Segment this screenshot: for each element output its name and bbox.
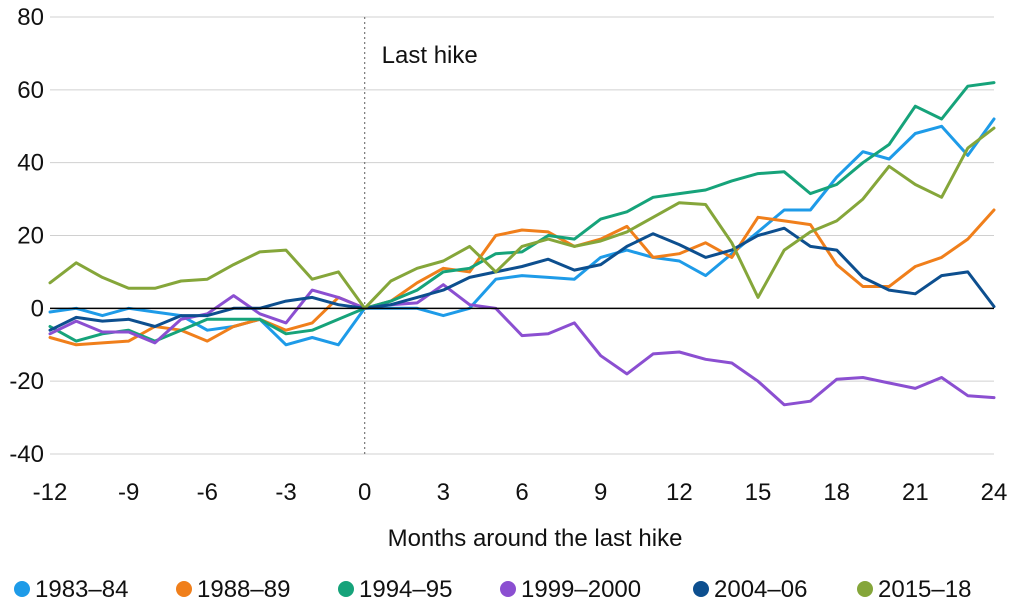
y-tick-label: 40 (17, 150, 44, 177)
x-tick-label: -9 (118, 479, 139, 506)
grid-lines (50, 16, 994, 455)
x-tick-label: 3 (437, 479, 450, 506)
x-axis-title: Months around the last hike (388, 525, 683, 552)
legend-item: 1999–2000 (500, 576, 641, 603)
series-line-1983–84 (48, 117, 996, 347)
legend-marker (14, 581, 30, 597)
legend-marker (338, 581, 354, 597)
legend-item: 1983–84 (14, 576, 128, 603)
series-line-2015–18 (48, 126, 996, 310)
y-tick-label: 20 (17, 223, 44, 250)
legend-marker (693, 581, 709, 597)
series-line-1999–2000 (48, 283, 996, 407)
x-tick-label: -12 (33, 479, 68, 506)
legend-label: 2004–06 (714, 576, 807, 603)
series-line-2004–06 (48, 226, 996, 332)
legend-label: 2015–18 (878, 576, 971, 603)
last-hike-annotation: Last hike (382, 42, 478, 69)
y-tick-label: 60 (17, 77, 44, 104)
x-tick-label: 0 (358, 479, 371, 506)
x-tick-label: 15 (745, 479, 772, 506)
legend-marker (857, 581, 873, 597)
x-tick-label: -3 (275, 479, 296, 506)
y-axis-tick-labels: -40 -20 0 20 40 60 80 (9, 4, 44, 468)
series-line-1988–89 (48, 208, 996, 347)
legend-marker (176, 581, 192, 597)
x-tick-label: 18 (823, 479, 850, 506)
legend-item: 2015–18 (857, 576, 971, 603)
x-tick-label: 6 (515, 479, 528, 506)
legend-item: 2004–06 (693, 576, 807, 603)
legend-label: 1988–89 (197, 576, 290, 603)
series-line-1994–95 (48, 81, 996, 343)
y-tick-label: -40 (9, 441, 44, 468)
legend-label: 1994–95 (359, 576, 452, 603)
x-tick-label: 12 (666, 479, 693, 506)
x-tick-label: 24 (981, 479, 1008, 506)
legend: 1983–84 1988–89 1994–95 1999–2000 2004–06 201… (14, 576, 971, 603)
legend-label: 1983–84 (35, 576, 128, 603)
x-tick-label: 9 (594, 479, 607, 506)
legend-item: 1988–89 (176, 576, 290, 603)
legend-label: 1999–2000 (521, 576, 641, 603)
legend-marker (500, 581, 516, 597)
legend-item: 1994–95 (338, 576, 452, 603)
y-tick-label: -20 (9, 368, 44, 395)
x-tick-label: 21 (902, 479, 929, 506)
x-axis-tick-labels: -12 -9 -6 -3 0 3 6 9 12 15 18 21 24 (33, 479, 1008, 506)
x-tick-label: -6 (197, 479, 218, 506)
y-tick-label: 0 (31, 295, 44, 322)
y-tick-label: 80 (17, 4, 44, 31)
series-lines (48, 81, 996, 407)
